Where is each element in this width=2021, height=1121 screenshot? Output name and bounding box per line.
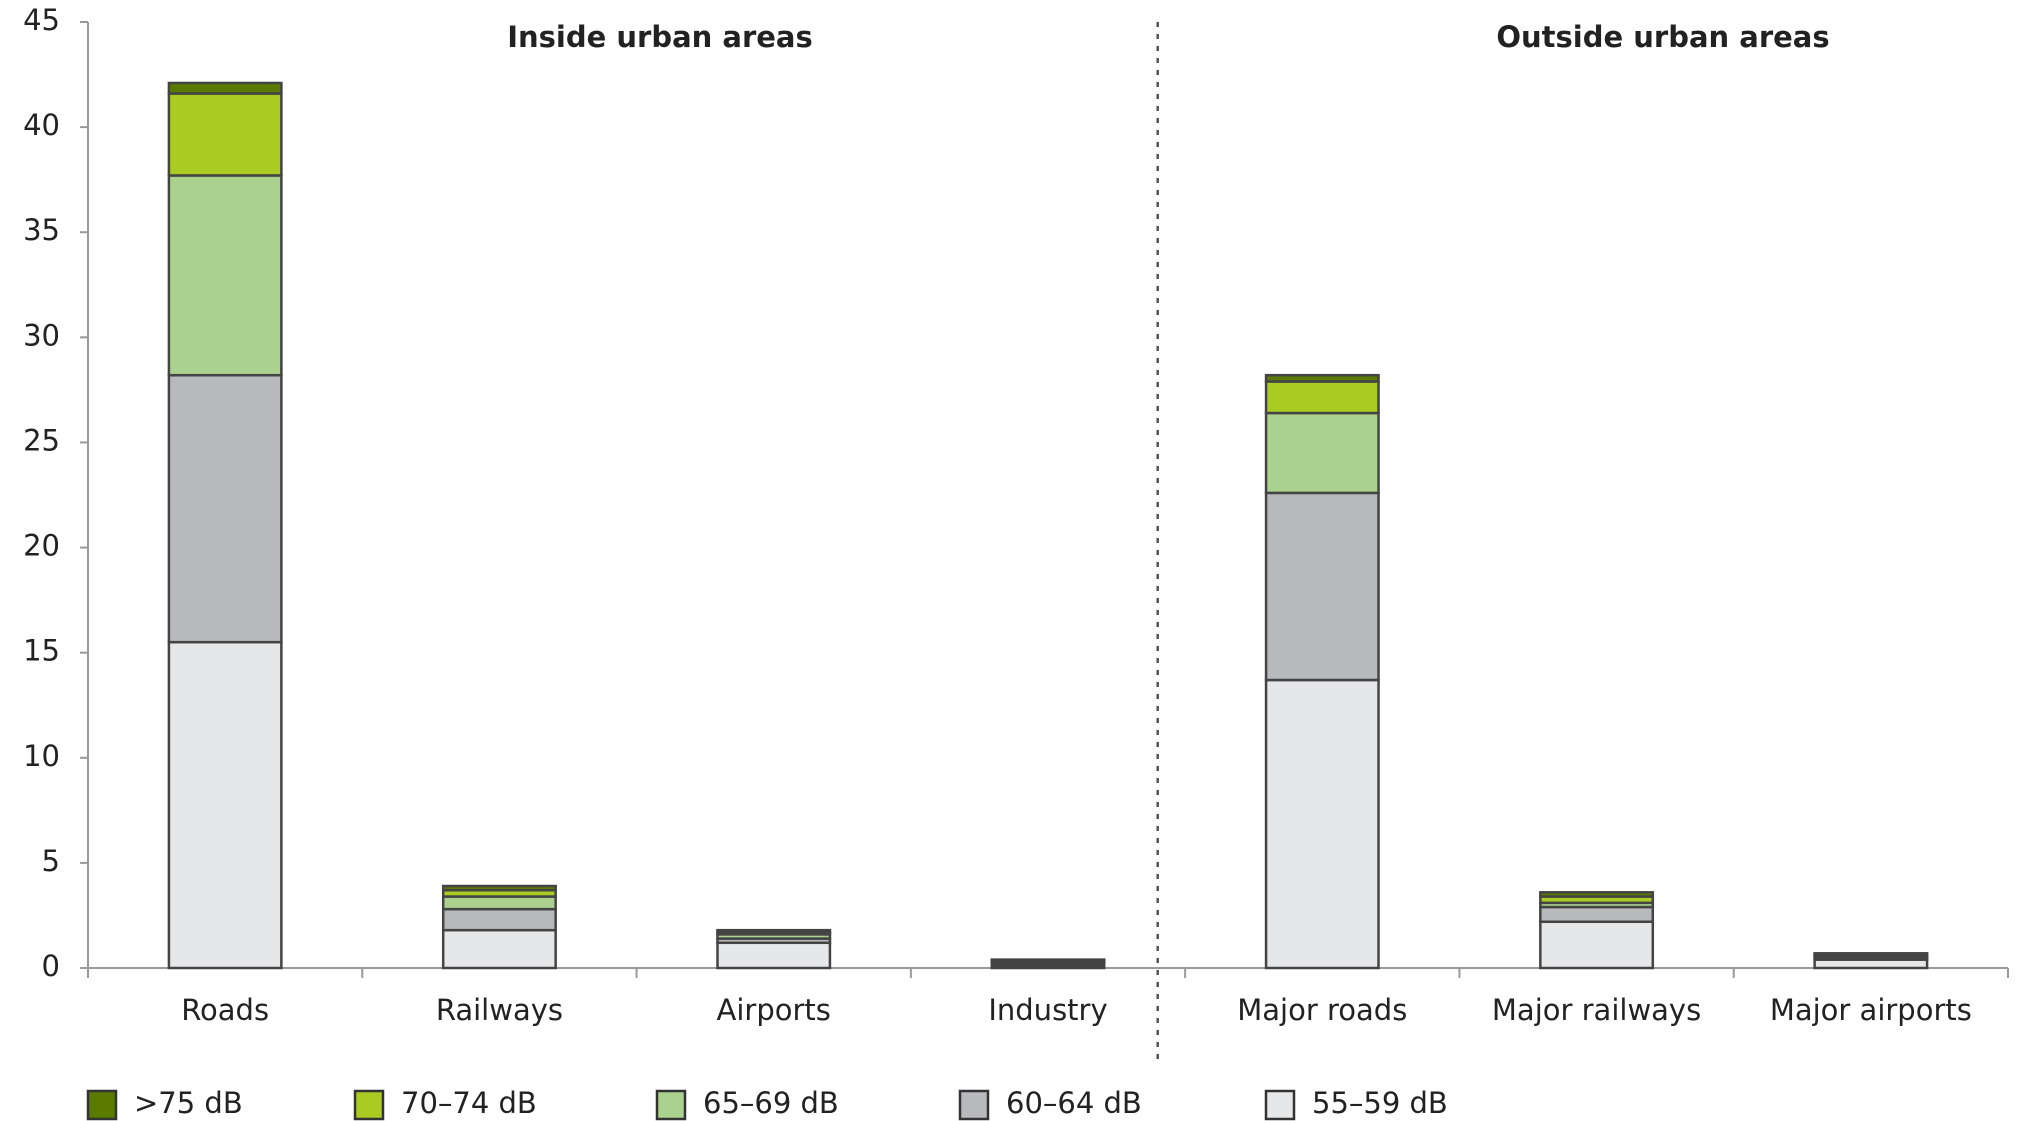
bar-segment [1539, 891, 1655, 898]
legend-swatch [958, 1089, 990, 1121]
bar-segment [441, 907, 557, 932]
x-tick-label: Major railways [1492, 993, 1701, 1027]
x-tick-label: Roads [181, 993, 269, 1027]
bar-segment [167, 92, 283, 177]
y-tick-label: 10 [23, 739, 60, 773]
y-tick-label: 35 [23, 213, 60, 247]
bar-segment [167, 373, 283, 644]
bar-segment [1264, 411, 1380, 495]
bar-segment [1813, 952, 1929, 956]
bar-segment [1264, 491, 1380, 682]
bar-segment [716, 941, 832, 970]
legend-swatch [1264, 1089, 1296, 1121]
bar-segment [1813, 958, 1929, 970]
y-tick-label: 40 [23, 108, 60, 142]
x-tick-label: Airports [717, 993, 831, 1027]
bar-segment [167, 640, 283, 970]
bar-segment [1264, 678, 1380, 970]
bar-segment [990, 958, 1106, 962]
annotation: Inside urban areas [507, 20, 813, 54]
x-tick-label: Major airports [1770, 993, 1972, 1027]
legend-swatch [655, 1089, 687, 1121]
y-tick-label: 45 [23, 3, 60, 37]
bar-segment [716, 928, 832, 934]
legend-label: >75 dB [134, 1086, 243, 1120]
bar-segment [441, 928, 557, 970]
y-tick-label: 20 [23, 529, 60, 563]
legend-swatch [86, 1089, 118, 1121]
y-tick-label: 30 [23, 318, 60, 352]
legend-label: 60–64 dB [1006, 1086, 1142, 1120]
bar-segment [441, 884, 557, 892]
legend-label: 70–74 dB [401, 1086, 537, 1120]
bar-segment [1264, 380, 1380, 415]
bar-segment [167, 174, 283, 377]
legend-label: 65–69 dB [703, 1086, 839, 1120]
x-tick-label: Railways [436, 993, 563, 1027]
bar-segment [167, 81, 283, 95]
y-tick-label: 15 [23, 634, 60, 668]
bar-segment [441, 895, 557, 911]
y-tick-label: 25 [23, 423, 60, 457]
x-tick-label: Industry [988, 993, 1107, 1027]
legend-swatch [353, 1089, 385, 1121]
y-tick-label: 0 [42, 949, 60, 983]
bar-segment [1539, 920, 1655, 970]
legend-label: 55–59 dB [1312, 1086, 1448, 1120]
y-tick-label: 5 [42, 844, 60, 878]
x-tick-label: Major roads [1237, 993, 1407, 1027]
bar-segment [1264, 373, 1380, 383]
bar-segment [1539, 905, 1655, 924]
annotation: Outside urban areas [1496, 20, 1829, 54]
